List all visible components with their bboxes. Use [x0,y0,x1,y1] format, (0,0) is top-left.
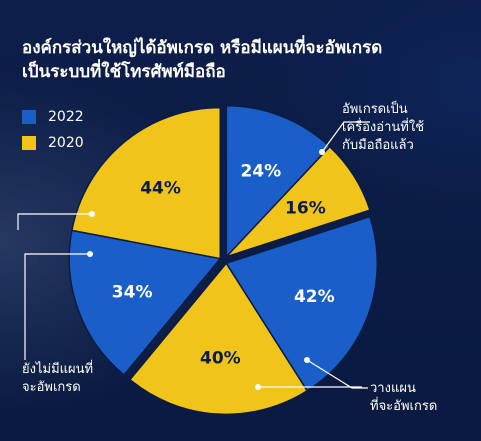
leader-no-plan [24,253,90,360]
annotation-no-plan-line-1: ยังไม่มีแผนที่ [22,362,94,377]
slice-label-2020-0: 16% [285,199,326,219]
annotation-upgraded-line-1: อัพเกรดเป็น [342,102,408,117]
slice-label-2022-2: 34% [112,282,153,302]
legend-item-2020: 2020 [22,132,84,154]
legend-swatch-2020 [22,136,36,150]
chart-title-line-2: เป็นระบบที่ใช้โทรศัพท์มือถือ [22,62,226,82]
leader-planning-dot [304,357,310,363]
pie-slice-2020-1 [128,262,309,415]
annotation-upgraded: อัพเกรดเป็น เครื่องอ่านที่ใช้ กับมือถือแ… [342,101,424,155]
legend-label-2020: 2020 [48,135,84,151]
annotation-planning: วางแผน ที่จะอัพเกรด [370,380,437,416]
leader-no-plan-dot [87,251,93,257]
slice-label-2022-1: 42% [294,287,335,307]
leader-planning [306,359,368,389]
pie-slice-2022-1 [225,215,378,392]
annotation-planning-line-2: ที่จะอัพเกรด [370,399,438,414]
annotation-upgraded-line-2: เครื่องอ่านที่ใช้ [342,120,425,135]
pie-slice-2020-0 [225,145,371,258]
annotation-no-plan: ยังไม่มีแผนที่ จะอัพเกรด [22,361,93,397]
chart-title: องค์กรส่วนใหญ่ได้อัพเกรด หรือมีแผนที่จะอ… [22,36,462,84]
leader-planning-2020-dot [255,384,261,390]
leader-no-plan-2020 [17,213,92,230]
legend-item-2022: 2022 [22,106,84,128]
leader-no-plan-2020-dot [89,211,95,217]
pie-slice-2022-0 [225,105,331,259]
annotation-upgraded-line-3: กับมือถือแล้ว [342,138,414,153]
annotation-planning-line-1: วางแผน [370,381,416,396]
legend: 2022 2020 [22,106,84,158]
annotation-no-plan-line-2: จะอัพเกรด [22,380,81,395]
leader-upgraded-dot [319,149,325,155]
legend-swatch-2022 [22,110,36,124]
slice-label-2022-0: 24% [240,162,281,182]
leader-upgraded [321,121,370,153]
slice-label-2020-2: 44% [140,179,181,199]
pie-slice-2022-2 [68,229,222,377]
legend-label-2022: 2022 [48,109,84,125]
slice-label-2020-1: 40% [200,349,241,369]
chart-title-line-1: องค์กรส่วนใหญ่ได้อัพเกรด หรือมีแผนที่จะอ… [22,38,383,58]
pie-slice-2020-2 [71,106,221,260]
